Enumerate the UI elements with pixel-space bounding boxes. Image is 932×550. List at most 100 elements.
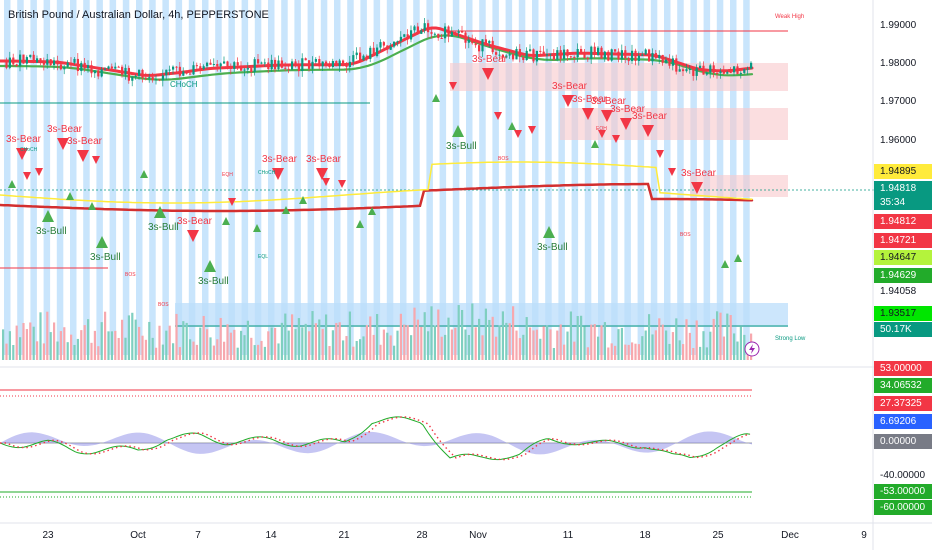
candle-body <box>620 50 623 60</box>
candle-body <box>107 66 110 69</box>
volume-bar <box>318 319 321 360</box>
price-label: 35:34 <box>874 195 932 210</box>
candle-body <box>406 34 409 40</box>
candle-body <box>250 68 253 73</box>
candle-body <box>559 50 562 59</box>
candle-body <box>532 49 535 62</box>
volume-bar <box>124 337 127 360</box>
session-stripe <box>624 0 631 355</box>
time-tick-label: 11 <box>562 530 574 541</box>
candle-body <box>291 61 294 70</box>
osc-label: -60.00000 <box>874 500 932 515</box>
osc-histogram <box>0 431 752 455</box>
candle-body <box>206 62 209 67</box>
candle-body <box>53 60 56 66</box>
time-tick-label: 23 <box>42 530 54 541</box>
volume-bar <box>416 319 419 360</box>
session-stripe <box>505 0 513 355</box>
candle-body <box>597 47 600 56</box>
bear-signal-triangle <box>582 108 594 120</box>
candle-body <box>314 59 317 62</box>
volume-bar <box>590 324 593 360</box>
volume-bar <box>107 331 110 360</box>
session-stripe <box>254 0 262 355</box>
small-bull-triangle <box>299 196 307 204</box>
volume-bar <box>59 331 62 360</box>
volume-bar <box>532 330 535 360</box>
bear-signal-label: 3s-Bear <box>572 94 608 105</box>
candle-body <box>518 48 521 57</box>
session-stripe <box>83 0 90 355</box>
volume-bar <box>53 322 56 360</box>
volume-bar <box>549 329 552 360</box>
volume-bar <box>32 326 35 360</box>
candle-body <box>66 62 69 67</box>
candle-body <box>121 66 124 75</box>
session-stripe <box>109 0 117 355</box>
candle-body <box>430 32 433 34</box>
session-stripe <box>558 0 565 355</box>
bear-signal-label: 3s-Bear <box>262 154 298 165</box>
volume-bar <box>287 330 290 360</box>
candle-body <box>529 49 532 51</box>
candle-body <box>386 45 389 50</box>
candle-body <box>192 65 195 75</box>
volume-bar <box>716 311 719 360</box>
candle-body <box>651 53 654 62</box>
volume-bar <box>542 326 545 360</box>
candle-body <box>495 52 498 55</box>
candle-body <box>590 46 593 59</box>
volume-bar <box>131 312 134 360</box>
candle-body <box>644 49 647 55</box>
volume-bar <box>134 319 137 360</box>
volume-bar <box>705 347 708 360</box>
volume-bar <box>406 325 409 360</box>
candle-body <box>195 65 198 67</box>
candle-body <box>376 47 379 57</box>
candle-body <box>427 23 430 33</box>
session-stripe <box>320 0 328 355</box>
volume-bar <box>66 342 69 360</box>
price-tick-label: 1.97000 <box>880 96 917 107</box>
bull-signal-triangle <box>42 210 54 222</box>
volume-bar <box>19 337 22 360</box>
price-label: 1.93517 <box>874 306 932 321</box>
volume-bar <box>70 334 73 360</box>
volume-bar <box>695 320 698 360</box>
candle-body <box>257 59 260 64</box>
volume-bar <box>393 345 396 360</box>
small-bear-triangle <box>494 112 502 120</box>
candle-body <box>325 61 328 65</box>
chart-title: British Pound / Australian Dollar, 4h, P… <box>8 9 269 21</box>
session-stripe <box>294 0 301 355</box>
candle-body <box>457 31 460 34</box>
candle-body <box>695 68 698 76</box>
small-bear-triangle <box>92 156 100 164</box>
volume-bar <box>399 313 402 360</box>
candle-body <box>148 77 151 79</box>
candle-body <box>501 54 504 58</box>
bear-signal-label: 3s-Bear <box>306 154 342 165</box>
candle-body <box>603 51 606 59</box>
volume-bar <box>702 331 705 360</box>
volume-bar <box>5 343 8 360</box>
volume-bar <box>396 330 399 360</box>
price-label: 1.94629 <box>874 268 932 283</box>
volume-bar <box>739 326 742 360</box>
candle-body <box>328 64 331 68</box>
bos-label: BOS <box>125 272 136 278</box>
candle-body <box>87 65 90 69</box>
volume-bar <box>229 332 232 360</box>
candle-body <box>131 76 134 81</box>
candle-body <box>321 61 324 67</box>
candle-body <box>274 59 277 70</box>
session-stripe <box>307 0 315 355</box>
volume-bar <box>447 317 450 360</box>
bear-signal-label: 3s-Bear <box>552 81 588 92</box>
candle-body <box>746 68 749 70</box>
bull-signal-label: 3s-Bull <box>446 141 477 152</box>
bear-signal-label: 3s-Bear <box>632 111 668 122</box>
candle-body <box>539 50 542 52</box>
